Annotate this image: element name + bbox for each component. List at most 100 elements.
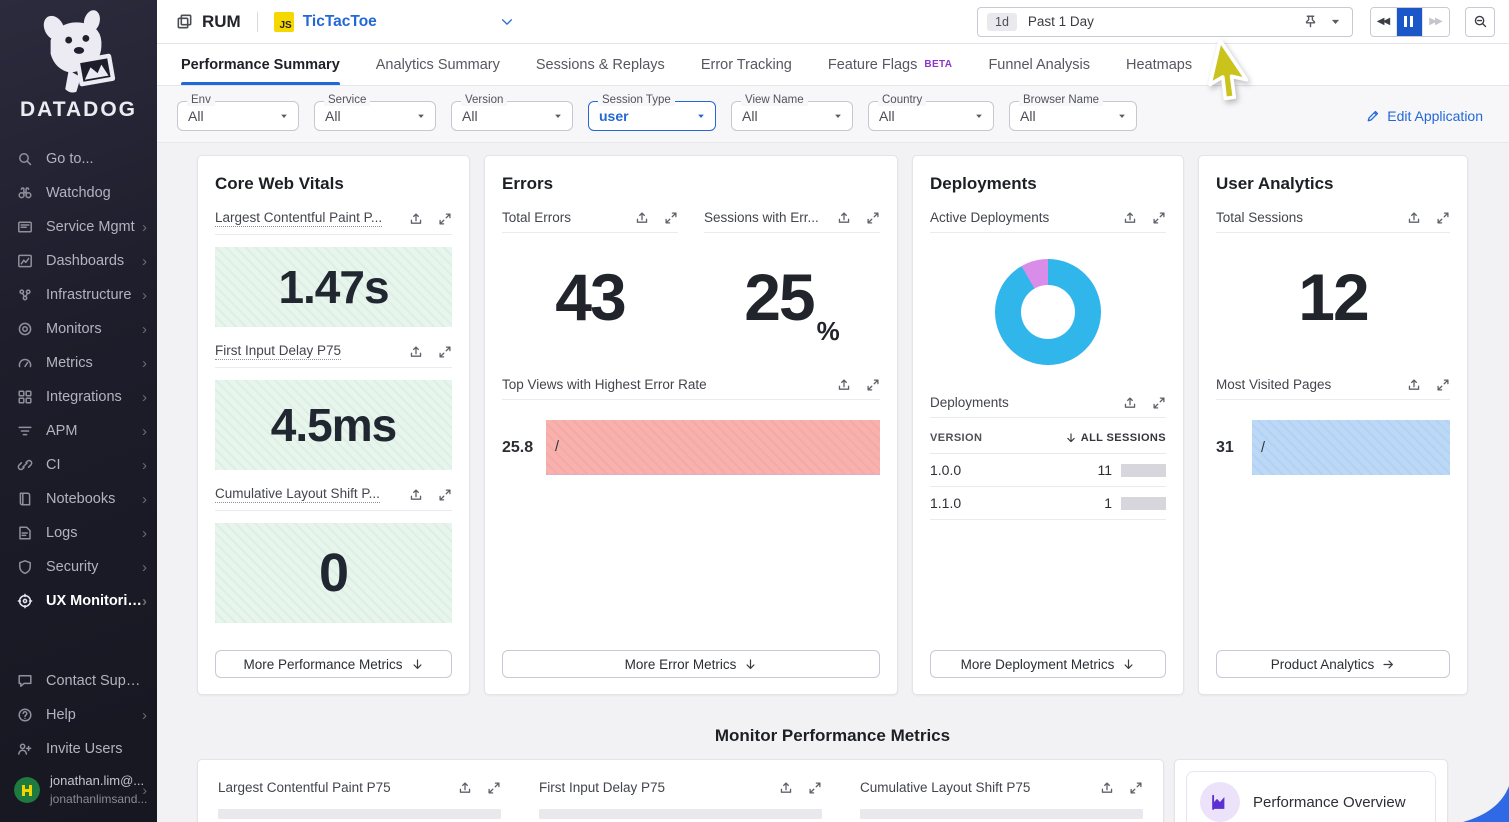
chevron-right-icon: › xyxy=(142,456,147,474)
caret-down-icon[interactable] xyxy=(1328,14,1343,29)
tab-performance-summary[interactable]: Performance Summary xyxy=(181,44,340,85)
deployments-donut[interactable] xyxy=(995,259,1101,365)
sidebar-item-notebooks[interactable]: Notebooks › xyxy=(0,482,157,516)
filter-session-type[interactable]: Session Type user xyxy=(588,94,716,131)
sidebar-item-infrastructure[interactable]: Infrastructure › xyxy=(0,278,157,312)
zoom-out-button[interactable] xyxy=(1465,6,1495,37)
filter-env[interactable]: Env All xyxy=(177,94,299,131)
time-range-picker[interactable]: 1d Past 1 Day xyxy=(977,6,1353,37)
fid-monitor-widget: First Input Delay P75 xyxy=(539,780,822,822)
more-performance-metrics-button[interactable]: More Performance Metrics xyxy=(215,650,452,678)
tab-analytics-summary[interactable]: Analytics Summary xyxy=(375,56,500,73)
widget-title[interactable]: Cumulative Layout Shift P... xyxy=(215,486,380,503)
expand-icon[interactable] xyxy=(866,378,880,392)
expand-icon[interactable] xyxy=(1129,781,1143,795)
sidebar-item-integrations[interactable]: Integrations › xyxy=(0,380,157,414)
rewind-button[interactable]: ◀◀ xyxy=(1371,7,1397,36)
pin-icon[interactable] xyxy=(1303,14,1318,29)
arrow-down-icon xyxy=(744,658,757,671)
forward-button[interactable]: ▶▶ xyxy=(1423,7,1449,36)
tab-funnel-analysis[interactable]: Funnel Analysis xyxy=(988,56,1090,73)
application-selector[interactable]: TicTacToe xyxy=(302,12,377,30)
export-icon[interactable] xyxy=(837,211,851,225)
export-icon[interactable] xyxy=(1100,781,1114,795)
filter-browser-name[interactable]: Browser Name All xyxy=(1009,94,1137,131)
beta-badge: BETA xyxy=(924,59,953,70)
export-icon[interactable] xyxy=(1407,378,1421,392)
more-deployment-metrics-button[interactable]: More Deployment Metrics xyxy=(930,650,1166,678)
expand-icon[interactable] xyxy=(808,781,822,795)
export-icon[interactable] xyxy=(779,781,793,795)
table-row[interactable]: 1.1.0 1 xyxy=(930,487,1166,520)
expand-icon[interactable] xyxy=(438,212,452,226)
sidebar-item-metrics[interactable]: Metrics › xyxy=(0,346,157,380)
widget-title: Cumulative Layout Shift P75 xyxy=(860,780,1031,795)
product-analytics-button[interactable]: Product Analytics xyxy=(1216,650,1450,678)
expand-icon[interactable] xyxy=(438,345,452,359)
tab-feature-flags[interactable]: Feature Flags BETA xyxy=(827,56,953,73)
export-icon[interactable] xyxy=(1407,211,1421,225)
user-menu[interactable]: jonathan.lim@... jonathanlimsand... › xyxy=(0,766,157,816)
filter-service[interactable]: Service All xyxy=(314,94,436,131)
tab-error-tracking[interactable]: Error Tracking xyxy=(700,56,792,73)
sidebar-item-ci[interactable]: CI › xyxy=(0,448,157,482)
expand-icon[interactable] xyxy=(664,211,678,225)
error-bar[interactable]: / xyxy=(546,420,880,475)
sidebar-item-apm[interactable]: APM › xyxy=(0,414,157,448)
widget-header: Largest Contentful Paint P... xyxy=(215,210,452,227)
export-icon[interactable] xyxy=(409,212,423,226)
sidebar-item-go-to[interactable]: Go to... xyxy=(0,142,157,176)
export-icon[interactable] xyxy=(409,488,423,502)
widget-title[interactable]: First Input Delay P75 xyxy=(215,343,342,360)
export-icon[interactable] xyxy=(458,781,472,795)
column-version[interactable]: VERSION xyxy=(930,432,983,444)
sidebar-item-dashboards[interactable]: Dashboards › xyxy=(0,244,157,278)
datadog-logo[interactable]: DATADOG xyxy=(0,0,157,130)
sessions-with-errors-widget: Sessions with Err... 25% xyxy=(704,194,880,361)
chevron-down-icon[interactable] xyxy=(500,15,514,29)
more-error-metrics-button[interactable]: More Error Metrics xyxy=(502,650,880,678)
widget-header: First Input Delay P75 xyxy=(215,343,452,360)
export-icon[interactable] xyxy=(1123,211,1137,225)
expand-icon[interactable] xyxy=(1436,378,1450,392)
sidebar-item-help[interactable]: Help › xyxy=(0,698,157,732)
sidebar-item-watchdog[interactable]: Watchdog xyxy=(0,176,157,210)
export-icon[interactable] xyxy=(1123,396,1137,410)
expand-icon[interactable] xyxy=(438,488,452,502)
filter-view-name[interactable]: View Name All xyxy=(731,94,853,131)
expand-icon[interactable] xyxy=(1436,211,1450,225)
chart-placeholder xyxy=(860,809,1143,819)
table-row[interactable]: 1.0.0 11 xyxy=(930,454,1166,487)
sidebar-footer: Contact Support Help › Invite Users jona… xyxy=(0,664,157,822)
sidebar-item-monitors[interactable]: Monitors › xyxy=(0,312,157,346)
expand-icon[interactable] xyxy=(1152,396,1166,410)
sidebar-item-contact-support[interactable]: Contact Support xyxy=(0,664,157,698)
export-icon[interactable] xyxy=(409,345,423,359)
tab-heatmaps[interactable]: Heatmaps xyxy=(1126,56,1193,73)
filter-version[interactable]: Version All xyxy=(451,94,573,131)
widget-title[interactable]: Largest Contentful Paint P... xyxy=(215,210,383,227)
caret-down-icon xyxy=(278,110,290,122)
export-icon[interactable] xyxy=(635,211,649,225)
tab-sessions-replays[interactable]: Sessions & Replays xyxy=(535,56,665,73)
expand-icon[interactable] xyxy=(866,211,880,225)
expand-icon[interactable] xyxy=(487,781,501,795)
cls-monitor-widget: Cumulative Layout Shift P75 xyxy=(860,780,1143,822)
sidebar-item-logs[interactable]: Logs › xyxy=(0,516,157,550)
export-icon[interactable] xyxy=(837,378,851,392)
column-all-sessions[interactable]: ALL SESSIONS xyxy=(1065,432,1166,444)
pause-button[interactable] xyxy=(1397,7,1423,36)
sidebar-item-security[interactable]: Security › xyxy=(0,550,157,584)
notebooks-icon xyxy=(17,491,33,507)
sidebar-item-invite-users[interactable]: Invite Users xyxy=(0,732,157,766)
filter-country[interactable]: Country All xyxy=(868,94,994,131)
sidebar-item-service-mgmt[interactable]: Service Mgmt › xyxy=(0,210,157,244)
sidebar-item-ux-monitoring[interactable]: UX Monitoring › xyxy=(0,584,157,618)
rum-product-icon xyxy=(176,13,193,30)
chevron-right-icon: › xyxy=(142,524,147,542)
expand-icon[interactable] xyxy=(1152,211,1166,225)
pages-bar[interactable]: / xyxy=(1252,420,1450,475)
monitor-metrics-row: Largest Contentful Paint P75 First Input… xyxy=(197,759,1468,822)
performance-overview-item[interactable]: Performance Overview xyxy=(1186,771,1436,822)
edit-application-link[interactable]: Edit Application xyxy=(1366,108,1483,124)
